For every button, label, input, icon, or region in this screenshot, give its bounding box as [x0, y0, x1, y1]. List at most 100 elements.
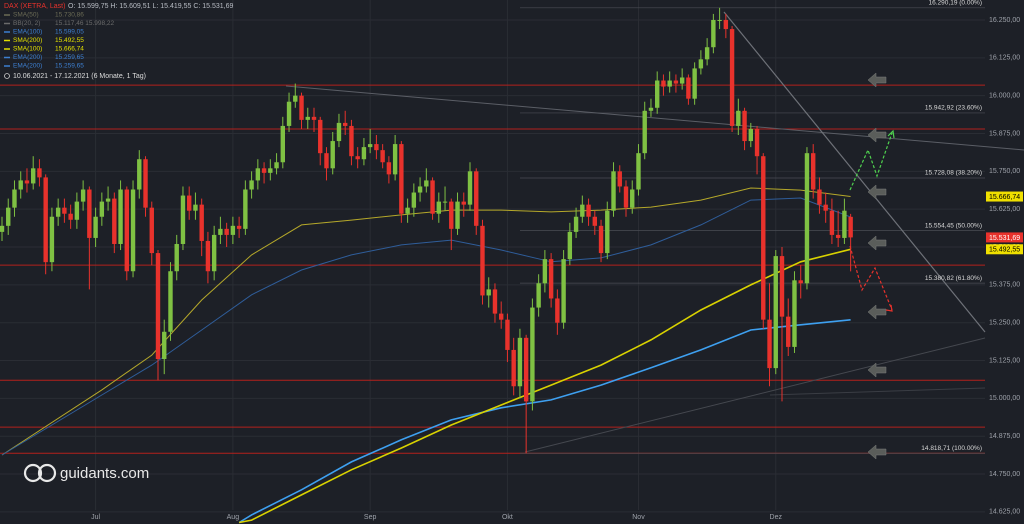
- candle-body: [424, 180, 429, 187]
- projection-up: [849, 132, 893, 191]
- legend-value: 15.730,86: [55, 12, 84, 19]
- candle-body: [261, 168, 267, 173]
- candle-body: [105, 198, 111, 202]
- legend-value: 15.599,05: [55, 29, 84, 36]
- legend: DAX (XETRA, Last) O: 15.599,75 H: 15.609…: [4, 3, 234, 80]
- candle-body: [823, 204, 828, 211]
- candle-body: [623, 186, 629, 208]
- candle-body: [798, 280, 803, 284]
- candle-body: [355, 156, 360, 160]
- fib-label: 16.290,19 (0.00%): [929, 0, 982, 7]
- legend-value: 15.259,65: [55, 63, 84, 70]
- projection: [849, 129, 895, 312]
- candle-body: [392, 144, 398, 175]
- candle-body: [137, 159, 142, 190]
- candle-body: [474, 171, 479, 226]
- y-tick-label: 15.875,00: [989, 130, 1020, 137]
- y-tick-label: 15.375,00: [989, 282, 1020, 289]
- candle-body: [723, 19, 729, 30]
- candle-body: [299, 95, 304, 120]
- candle-body: [655, 80, 660, 108]
- candle-body: [380, 150, 385, 163]
- brand: guidants.com: [60, 465, 149, 482]
- candle-body: [642, 110, 647, 154]
- candle-body: [592, 216, 597, 226]
- candle-body: [274, 162, 279, 169]
- candle-body: [804, 153, 810, 284]
- candle-body: [430, 180, 435, 214]
- y-tick-label: 15.000,00: [989, 395, 1020, 402]
- candle-body: [449, 201, 454, 229]
- candle-body: [318, 119, 323, 154]
- candle-body: [62, 207, 67, 214]
- candle-body: [442, 201, 448, 203]
- candle-body: [168, 271, 173, 332]
- grid: [0, 0, 985, 513]
- legend-name: SMA(100): [13, 46, 42, 53]
- candle-body: [386, 162, 392, 175]
- candle-body: [43, 177, 48, 263]
- y-tick-label: 16.000,00: [989, 93, 1020, 100]
- candle-body: [130, 189, 136, 272]
- candle-body: [505, 319, 510, 350]
- candle-body: [555, 298, 560, 323]
- price-tag: [986, 244, 1023, 255]
- legend-name: EMA(200): [13, 63, 42, 70]
- candle-body: [230, 225, 236, 235]
- arrow-icon: [867, 362, 887, 378]
- logo: guidants.com: [23, 463, 149, 483]
- candle-body: [199, 204, 204, 241]
- candle-body: [374, 144, 379, 151]
- candle-body: [55, 207, 61, 217]
- candle-body: [548, 259, 554, 299]
- candle-body: [112, 198, 117, 244]
- clock-icon: [4, 73, 10, 79]
- candle-body: [611, 171, 616, 211]
- candle-body: [286, 101, 292, 126]
- arrow-icon: [867, 184, 887, 200]
- candle-body: [817, 189, 822, 205]
- arrow-icon: [867, 235, 887, 251]
- trend-line: [769, 387, 986, 396]
- candle-body: [155, 253, 161, 360]
- legend-name: SMA(50): [13, 12, 39, 19]
- candle-body: [311, 116, 317, 120]
- arrows: [867, 72, 887, 460]
- candle-body: [486, 289, 491, 296]
- candle-body: [598, 225, 604, 254]
- date-range: 10.06.2021 - 17.12.2021 (6 Monate, 1 Tag…: [13, 73, 146, 80]
- candle-body: [692, 68, 697, 99]
- y-tick-label: 14.625,00: [989, 509, 1020, 516]
- fib-label: 15.554,45 (50.00%): [925, 222, 982, 229]
- candle-body: [561, 259, 566, 323]
- candle-body: [636, 153, 641, 190]
- candle-body: [187, 195, 192, 211]
- arrow-icon: [867, 127, 887, 143]
- candle-body: [324, 153, 329, 169]
- y-tick-label: 15.750,00: [989, 168, 1020, 175]
- candle-body: [605, 210, 610, 254]
- candle-body: [455, 201, 460, 229]
- candle-body: [711, 19, 716, 48]
- candle-body: [530, 307, 535, 402]
- price-tag-label: 15.666,74: [989, 194, 1020, 201]
- legend-value: 15.259,65: [55, 54, 84, 61]
- candle-body: [0, 225, 5, 232]
- legend-value: 15.117,46 15.998,22: [55, 20, 115, 27]
- candle-body: [143, 159, 148, 208]
- arrow-head: [887, 129, 895, 139]
- candle-body: [542, 259, 548, 284]
- price-tag: [986, 191, 1023, 202]
- trend-line: [524, 337, 986, 453]
- decorations: [285, 11, 1024, 453]
- candle-body: [193, 204, 198, 211]
- legend-name: SMA(200): [13, 37, 42, 44]
- candle-body: [411, 192, 417, 208]
- candle-body: [149, 207, 154, 254]
- candle-body: [24, 180, 30, 184]
- logo-mark: [23, 463, 43, 483]
- candle-body: [586, 204, 591, 217]
- x-tick-label: Aug: [227, 514, 240, 521]
- arrow-head: [885, 304, 893, 312]
- candle-body: [679, 77, 685, 84]
